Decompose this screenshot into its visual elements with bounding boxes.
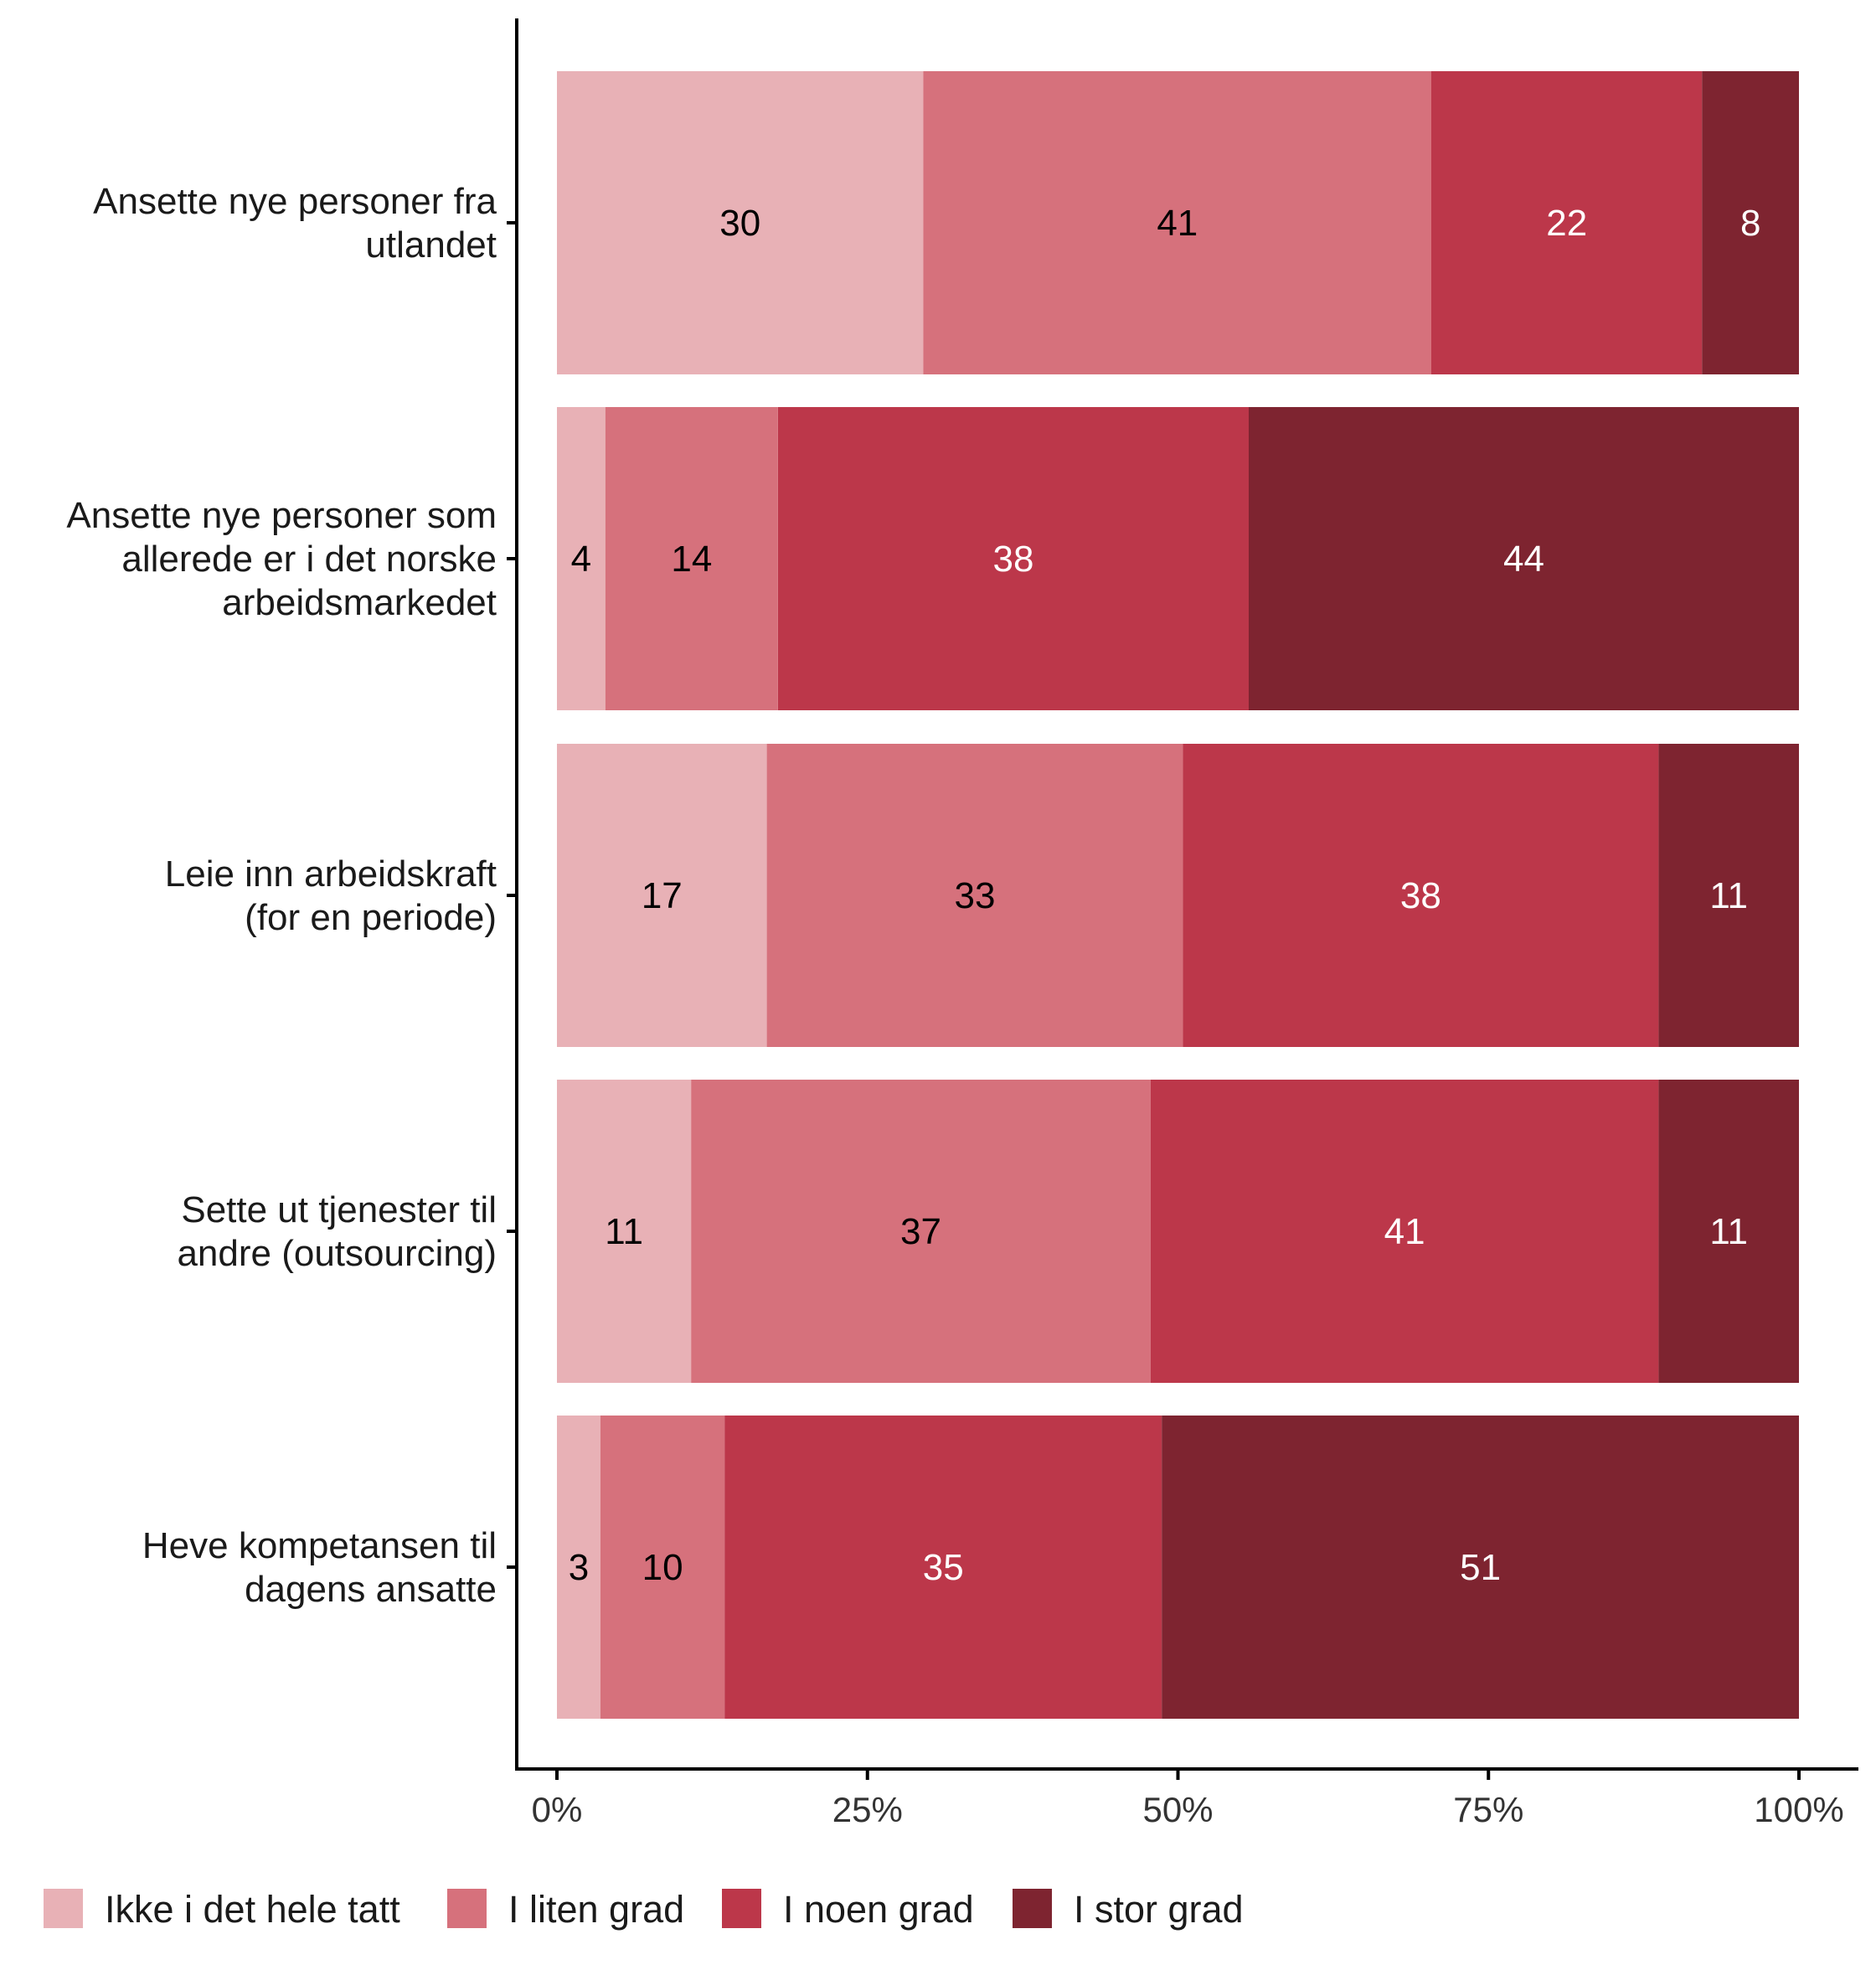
x-tick-label: 25% [832,1790,903,1829]
category-label: Leie inn arbeidskraft (for en periode) [165,853,497,938]
bar-value-label: 4 [571,539,591,580]
bar-segment [724,1416,1162,1719]
legend-swatch [44,1889,83,1928]
bar-value-label: 38 [993,539,1034,580]
bar-segment [1183,744,1659,1047]
legend-swatch [447,1889,487,1928]
category-label: Ansette nye personer fra utlandet [93,181,497,266]
bar-segment [923,71,1431,374]
category-label-line: Sette ut tjenester til [181,1189,497,1230]
x-tick-label: 100% [1754,1790,1843,1829]
bar-value-label: 11 [1709,1211,1748,1252]
legend-label: I stor grad [1074,1888,1244,1931]
bar-segment [600,1416,725,1719]
bar-value-label: 51 [1460,1547,1501,1588]
bar-value-label: 11 [605,1211,643,1252]
bar-segment [1702,71,1799,374]
bar-value-label: 22 [1546,203,1587,244]
category-label-line: allerede er i det norske [121,539,497,580]
category-label-line: arbeidsmarkedet [222,582,497,623]
bar-segment [778,407,1250,710]
bar-segment [1658,744,1799,1047]
bar-labels-layer: 30 41 22 8 4 14 38 44 17 33 38 11 11 37 41 11 3 10 35 51 [569,203,1761,1588]
bar-value-label: 41 [1157,203,1198,244]
axes [507,18,1858,1771]
bar-value-label: 8 [1740,203,1760,244]
bar-segment [557,1080,692,1383]
bar-value-label: 37 [900,1211,941,1252]
bars-layer [557,71,1799,1719]
x-tick-label: 75% [1453,1790,1523,1829]
category-label-line: Ansette nye personer som [66,495,497,536]
bar-value-label: 33 [955,875,996,916]
bar-value-label: 35 [923,1547,964,1588]
bar-segment [605,407,778,710]
legend: Ikke i det hele tatt I liten grad I noen g… [44,1888,1244,1931]
category-label-line: Heve kompetansen til [142,1525,497,1566]
category-label: Sette ut tjenester til andre (outsourcing… [177,1189,497,1274]
x-ticks: 0% 25% 50% 75% 100% [532,1769,1844,1829]
bar-segment [557,407,606,710]
bar-segment [691,1080,1151,1383]
category-label-line: andre (outsourcing) [177,1233,497,1274]
category-label-line: Leie inn arbeidskraft [165,853,497,895]
category-labels: Ansette nye personer fra utlandetAnsette … [66,181,497,1610]
category-label-line: Ansette nye personer fra [93,181,497,222]
bar-segment [557,1416,600,1719]
bar-segment [557,71,924,374]
bar-segment [1150,1080,1659,1383]
category-label-line: utlandet [365,224,497,266]
category-label: Ansette nye personer som allerede er i de… [66,495,497,623]
category-label: Heve kompetansen til dagens ansatte [142,1525,497,1610]
bar-segment [1431,71,1703,374]
legend-swatch [722,1889,761,1928]
category-label-line: (for en periode) [245,897,497,938]
x-tick-label: 50% [1142,1790,1213,1829]
legend-swatch [1013,1889,1052,1928]
bar-value-label: 17 [642,875,683,916]
bar-value-label: 11 [1709,875,1748,916]
bar-value-label: 14 [671,539,712,580]
bar-value-label: 38 [1400,875,1441,916]
bar-segment [1658,1080,1799,1383]
bar-value-label: 41 [1384,1211,1425,1252]
bar-segment [1249,407,1799,710]
bar-segment [1162,1416,1799,1719]
bar-value-label: 30 [719,203,760,244]
bar-segment [557,744,767,1047]
x-tick-label: 0% [532,1790,583,1829]
category-label-line: dagens ansatte [245,1569,497,1610]
legend-label: Ikke i det hele tatt [105,1888,400,1931]
bar-value-label: 3 [569,1547,589,1588]
bar-segment [766,744,1183,1047]
legend-label: I noen grad [783,1888,974,1931]
bar-value-label: 44 [1503,539,1544,580]
bar-value-label: 10 [642,1547,683,1588]
legend-label: I liten grad [508,1888,684,1931]
